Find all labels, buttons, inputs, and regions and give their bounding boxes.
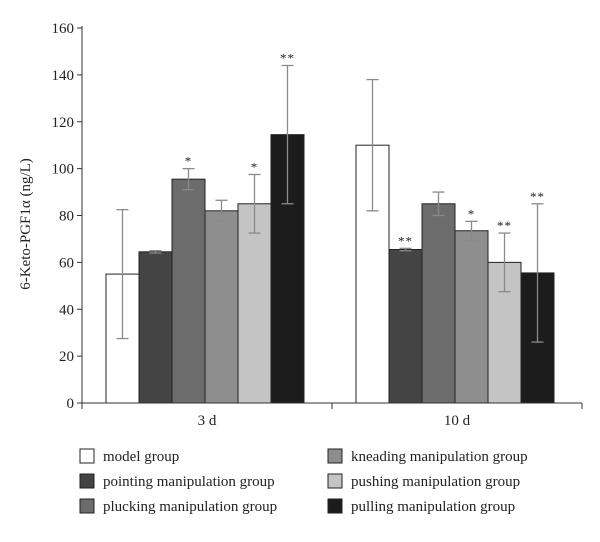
- significance-marker: **: [398, 233, 413, 248]
- significance-marker: *: [468, 206, 476, 221]
- bars-group: [105, 134, 555, 404]
- x-category-label: 10 d: [444, 413, 471, 429]
- significance-marker: **: [280, 51, 295, 66]
- y-tick-label: 160: [52, 21, 75, 37]
- significance-markers: ***********: [185, 51, 545, 249]
- legend-swatch: [79, 498, 95, 514]
- bar: [388, 248, 423, 404]
- legend-label: plucking manipulation group: [103, 499, 277, 515]
- legend-swatch: [327, 473, 343, 489]
- x-category-label: 3 d: [198, 413, 217, 429]
- y-tick-label: 120: [52, 115, 75, 131]
- legend-swatch: [327, 498, 343, 514]
- legend-item: pushing manipulation group: [327, 473, 520, 490]
- legend-item: model group: [79, 448, 179, 465]
- legend-item: kneading manipulation group: [327, 448, 528, 465]
- legend-label: kneading manipulation group: [351, 449, 528, 465]
- bar: [204, 210, 239, 404]
- legend-swatch: [79, 473, 95, 489]
- bar: [454, 230, 489, 404]
- significance-marker: **: [530, 189, 545, 204]
- y-axis: 0 20 40 60 80 100 120 140 160: [52, 21, 83, 412]
- error-bars-group: [116, 64, 544, 343]
- y-tick-label: 0: [67, 396, 75, 412]
- y-tick-label: 60: [59, 255, 74, 271]
- bar: [138, 251, 173, 404]
- y-tick-label: 40: [59, 302, 74, 318]
- legend-label: pushing manipulation group: [351, 474, 520, 490]
- legend: model group pointing manipulation group pl…: [79, 448, 528, 515]
- legend-swatch: [79, 448, 95, 464]
- significance-marker: **: [497, 218, 512, 233]
- y-tick-label: 20: [59, 349, 74, 365]
- legend-label: pointing manipulation group: [103, 474, 275, 490]
- y-tick-label: 140: [52, 68, 75, 84]
- significance-marker: *: [185, 154, 193, 169]
- legend-label: pulling manipulation group: [351, 499, 515, 515]
- legend-item: pointing manipulation group: [79, 473, 275, 490]
- legend-label: model group: [103, 449, 179, 465]
- bar: [421, 203, 456, 404]
- legend-swatch: [327, 448, 343, 464]
- significance-marker: *: [251, 159, 259, 174]
- x-axis: 3 d 10 d: [81, 402, 583, 429]
- y-tick-label: 80: [59, 209, 74, 225]
- y-tick-label: 100: [52, 162, 75, 178]
- bar: [171, 178, 206, 404]
- legend-item: plucking manipulation group: [79, 498, 277, 515]
- y-axis-label: 6-Keto-PGF1α (ng/L): [18, 158, 34, 290]
- legend-item: pulling manipulation group: [327, 498, 515, 515]
